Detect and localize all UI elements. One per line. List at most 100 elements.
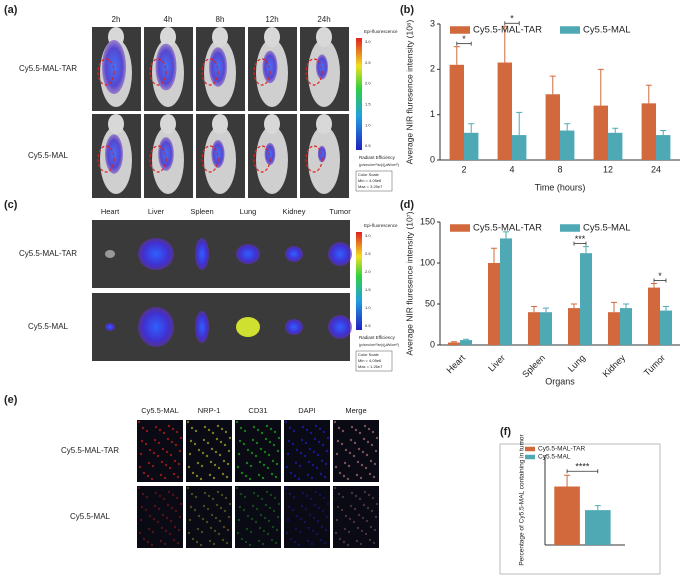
organ xyxy=(328,242,352,266)
y-tick-label: 2 xyxy=(430,64,435,74)
legend-label: Cy5.5-MAL-TAR xyxy=(473,223,542,234)
speckle xyxy=(238,439,242,443)
column-header: 4h xyxy=(164,15,173,24)
speckle xyxy=(323,475,327,479)
organ xyxy=(285,246,303,262)
x-axis-label: Time (hours) xyxy=(535,182,586,192)
speckle xyxy=(348,451,352,455)
speckle xyxy=(147,527,151,531)
speckle xyxy=(156,520,160,524)
colorbar-tick: 1.0 xyxy=(365,305,371,310)
speckle xyxy=(297,543,301,547)
speckle xyxy=(235,420,239,424)
speckle xyxy=(269,427,273,431)
speckle xyxy=(320,525,324,529)
speckle xyxy=(206,441,210,445)
speckle xyxy=(300,504,304,508)
stain-label: DAPI xyxy=(298,406,316,415)
speckle xyxy=(148,514,152,518)
speckle xyxy=(374,449,378,453)
speckle xyxy=(148,448,152,452)
speckle xyxy=(221,538,225,542)
speckle xyxy=(161,513,165,517)
speckle xyxy=(362,503,366,507)
speckle xyxy=(202,438,206,442)
speckle xyxy=(338,537,342,541)
roi xyxy=(97,58,115,86)
speckle xyxy=(162,431,166,435)
speckle xyxy=(215,503,219,507)
speckle xyxy=(293,474,297,478)
scale-min: Min = 4.05e6 xyxy=(358,178,382,183)
speckle xyxy=(142,537,146,541)
speckle xyxy=(170,506,174,510)
speckle xyxy=(144,442,148,446)
speckle xyxy=(222,459,226,463)
speckle xyxy=(334,465,338,469)
speckle xyxy=(220,427,224,431)
speckle xyxy=(238,505,242,509)
speckle xyxy=(150,477,154,481)
organ-label: Tumor xyxy=(329,207,351,216)
sig-label: * xyxy=(658,271,662,281)
speckle xyxy=(324,462,328,466)
mouse-head xyxy=(160,114,176,134)
speckle xyxy=(294,527,298,531)
speckle xyxy=(251,504,255,508)
y-tick-label: 0 xyxy=(430,154,435,164)
stain-label: CD31 xyxy=(248,406,267,415)
speckle xyxy=(273,430,277,434)
speckle xyxy=(369,525,373,529)
speckle xyxy=(257,539,261,543)
speckle xyxy=(317,506,321,510)
speckle xyxy=(152,451,156,455)
speckle xyxy=(270,538,274,542)
colorbar-unit-title: Radiant Efficiency xyxy=(359,335,396,340)
speckle xyxy=(226,528,230,532)
speckle xyxy=(141,426,145,430)
speckle xyxy=(228,436,232,440)
speckle xyxy=(305,428,309,432)
speckle xyxy=(308,447,312,451)
speckle xyxy=(374,515,378,519)
x-tick-label: 2 xyxy=(461,164,466,174)
legend-label: Cy5.5-MAL-TAR xyxy=(538,446,585,453)
legend-swatch xyxy=(525,454,535,460)
speckle xyxy=(318,427,322,431)
speckle xyxy=(226,462,230,466)
speckle xyxy=(227,449,231,453)
speckle xyxy=(275,528,279,532)
legend-swatch xyxy=(450,224,470,232)
speckle xyxy=(304,441,308,445)
organ xyxy=(138,238,174,270)
speckle xyxy=(270,472,274,476)
speckle xyxy=(342,540,346,544)
speckle xyxy=(313,437,317,441)
speckle xyxy=(363,424,367,428)
speckle xyxy=(203,491,207,495)
speckle xyxy=(261,542,265,546)
scale-min: Min = 4.05e6 xyxy=(358,358,382,363)
colorbar-unit: (p/sec/cm²/sr)/(µW/cm²) xyxy=(359,163,400,167)
speckle xyxy=(268,506,272,510)
speckle xyxy=(335,452,339,456)
speckle xyxy=(173,459,177,463)
speckle xyxy=(251,438,255,442)
bar xyxy=(488,263,500,345)
speckle xyxy=(318,493,322,497)
panel-label: (d) xyxy=(400,199,414,211)
speckle xyxy=(187,531,191,535)
speckle xyxy=(347,464,351,468)
speckle xyxy=(358,431,362,435)
speckle xyxy=(364,466,368,470)
x-tick-label: Kidney xyxy=(601,352,628,379)
speckle xyxy=(285,465,289,469)
bar xyxy=(554,486,580,545)
speckle xyxy=(193,442,197,446)
speckle xyxy=(215,437,219,441)
speckle xyxy=(370,443,374,447)
speckle xyxy=(326,436,330,440)
speckle xyxy=(365,519,369,523)
speckle xyxy=(316,453,320,457)
speckle xyxy=(291,508,295,512)
